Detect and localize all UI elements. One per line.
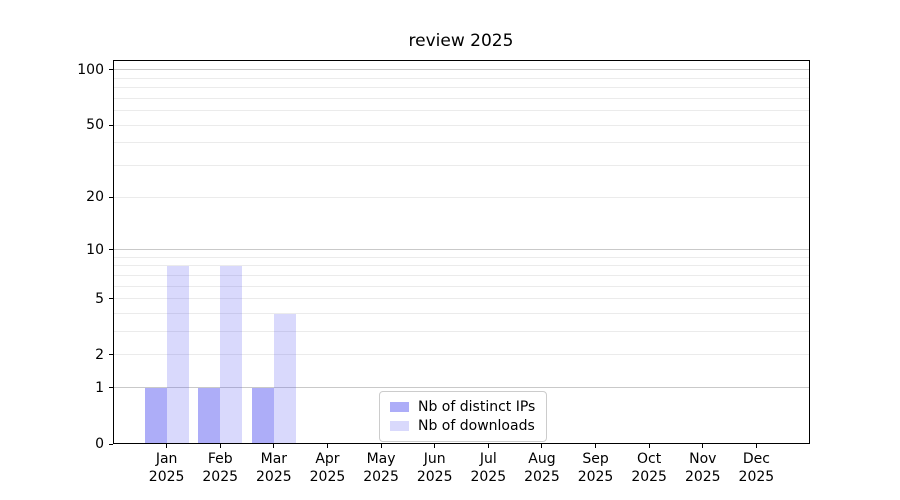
y-tick-label-50: 50 [86, 117, 104, 134]
x-tick-mark-dec [755, 444, 757, 448]
x-tick-label-feb: Feb 2025 [202, 451, 239, 485]
x-tick-mark-jul [487, 444, 489, 448]
chart-title: review 2025 [408, 31, 514, 51]
x-tick-mark-feb [219, 444, 221, 448]
x-tick-mark-apr [326, 444, 328, 448]
y-tick-label-2: 2 [95, 346, 104, 363]
legend-swatch-distinct-ips [390, 401, 409, 412]
x-tick-mark-jun [434, 444, 436, 448]
y-tick-label-0: 0 [95, 436, 104, 452]
x-tick-mark-aug [541, 444, 543, 448]
legend-label-downloads: Nb of downloads [418, 417, 535, 434]
x-tick-label-jun: Jun 2025 [416, 451, 453, 485]
y-tick-label-1: 1 [95, 379, 104, 396]
legend-swatch-downloads [390, 420, 409, 431]
plot-area-border [113, 60, 810, 444]
legend: Nb of distinct IPs Nb of downloads [379, 391, 547, 442]
y-tick-label-20: 20 [86, 189, 104, 206]
x-tick-label-apr: Apr 2025 [309, 451, 346, 485]
x-tick-label-nov: Nov 2025 [684, 451, 721, 485]
legend-item-distinct-ips: Nb of distinct IPs [390, 397, 536, 416]
x-tick-label-mar: Mar 2025 [256, 451, 292, 485]
x-tick-mark-mar [273, 444, 275, 448]
y-tick-label-10: 10 [86, 241, 104, 258]
x-tick-label-dec: Dec 2025 [738, 451, 775, 485]
x-tick-mark-oct [648, 444, 650, 448]
x-tick-label-oct: Oct 2025 [631, 451, 667, 485]
x-tick-label-may: May 2025 [363, 451, 399, 485]
x-tick-label-aug: Aug 2025 [524, 451, 560, 485]
x-tick-label-sep: Sep 2025 [577, 451, 614, 485]
y-tick-label-5: 5 [95, 290, 104, 307]
x-tick-label-jan: Jan 2025 [148, 451, 185, 485]
x-tick-mark-jan [166, 444, 168, 448]
legend-item-downloads: Nb of downloads [390, 416, 536, 435]
x-tick-mark-nov [702, 444, 704, 448]
x-tick-label-jul: Jul 2025 [470, 451, 507, 485]
y-tick-label-100: 100 [77, 61, 104, 78]
x-tick-mark-may [380, 444, 382, 448]
legend-label-distinct-ips: Nb of distinct IPs [418, 398, 536, 415]
x-tick-mark-sep [595, 444, 597, 448]
